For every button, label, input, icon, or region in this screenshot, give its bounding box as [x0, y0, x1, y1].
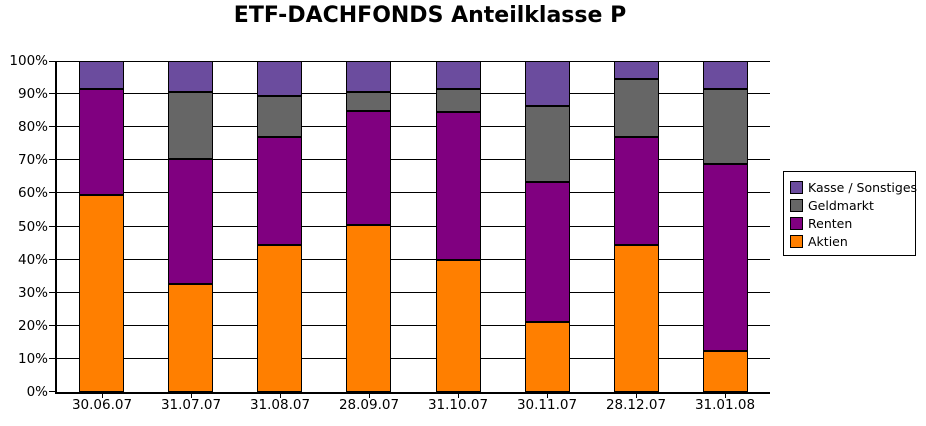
gridline — [57, 292, 770, 293]
legend-swatch-icon — [790, 216, 803, 230]
gridline — [57, 259, 770, 260]
bar-segment-aktien — [168, 284, 213, 392]
legend-item: Renten — [790, 214, 910, 232]
x-axis-tick — [280, 394, 281, 398]
x-tick-label: 30.06.07 — [71, 397, 133, 413]
legend-label: Renten — [808, 215, 853, 231]
gridline — [57, 226, 770, 227]
bar-segment-renten — [257, 137, 302, 245]
bar-segment-kasse-sonstiges — [525, 61, 570, 106]
bar-segment-renten — [703, 164, 748, 351]
x-tick-label: 28.09.07 — [338, 397, 400, 413]
bar-segment-geldmarkt — [436, 89, 481, 112]
y-tick-label: 10% — [17, 351, 48, 367]
bar-segment-kasse-sonstiges — [346, 61, 391, 92]
bar-segment-geldmarkt — [346, 92, 391, 111]
x-tick-label: 31.08.07 — [249, 397, 311, 413]
y-axis-tick — [49, 226, 55, 227]
gridline — [57, 126, 770, 127]
x-tick-label: 31.07.07 — [160, 397, 222, 413]
legend-item: Kasse / Sonstiges — [790, 178, 917, 196]
x-axis-tick — [191, 394, 192, 398]
y-axis-tick — [49, 391, 55, 392]
y-tick-label: 0% — [26, 384, 48, 400]
x-tick-label: 30.11.07 — [516, 397, 578, 413]
y-axis-line — [55, 61, 57, 394]
legend-swatch-icon — [790, 234, 803, 248]
plot-area — [57, 61, 770, 392]
bar-segment-renten — [168, 159, 213, 284]
y-tick-label: 30% — [17, 285, 48, 301]
x-axis-tick — [458, 394, 459, 398]
bar-segment-renten — [436, 112, 481, 260]
x-axis-tick — [547, 394, 548, 398]
legend-swatch-icon — [790, 180, 803, 194]
bar-segment-aktien — [346, 225, 391, 392]
legend-label: Geldmarkt — [808, 197, 874, 213]
x-tick-label: 31.10.07 — [427, 397, 489, 413]
gridline — [57, 159, 770, 160]
bar-segment-geldmarkt — [525, 106, 570, 182]
bar-segment-aktien — [79, 195, 124, 392]
y-axis-tick — [49, 292, 55, 293]
y-tick-label: 60% — [17, 185, 48, 201]
y-axis-tick — [49, 325, 55, 326]
y-axis-tick — [49, 192, 55, 193]
bar-segment-geldmarkt — [614, 79, 659, 137]
y-axis-tick — [49, 259, 55, 260]
x-axis-line — [55, 392, 770, 394]
y-axis-tick — [49, 159, 55, 160]
legend-item: Geldmarkt — [790, 196, 910, 214]
bar-segment-aktien — [436, 260, 481, 392]
x-tick-label: 31.01.08 — [694, 397, 756, 413]
gridline — [57, 93, 770, 94]
y-tick-label: 100% — [9, 53, 48, 69]
bar-segment-kasse-sonstiges — [257, 61, 302, 96]
bar-segment-renten — [525, 182, 570, 322]
bar-segment-geldmarkt — [703, 89, 748, 164]
y-tick-label: 50% — [17, 219, 48, 235]
y-axis-tick — [49, 61, 55, 62]
y-tick-label: 80% — [17, 119, 48, 135]
bar-segment-aktien — [614, 245, 659, 392]
legend: Kasse / Sonstiges Geldmarkt Renten Aktien — [783, 171, 917, 256]
gridline — [57, 325, 770, 326]
gridline — [57, 61, 770, 62]
x-axis-tick — [102, 394, 103, 398]
bar-segment-kasse-sonstiges — [79, 61, 124, 89]
legend-label: Kasse / Sonstiges — [808, 179, 918, 195]
x-axis-tick — [636, 394, 637, 398]
bar-segment-renten — [614, 137, 659, 245]
legend-swatch-icon — [790, 198, 803, 212]
bar-segment-renten — [79, 89, 124, 195]
chart-title: ETF-DACHFONDS Anteilklasse P — [233, 3, 627, 28]
y-tick-label: 90% — [17, 86, 48, 102]
bar-segment-aktien — [703, 351, 748, 392]
bar-segment-kasse-sonstiges — [703, 61, 748, 89]
y-tick-label: 20% — [17, 318, 48, 334]
x-axis-tick — [369, 394, 370, 398]
bar-segment-kasse-sonstiges — [436, 61, 481, 89]
bar-segment-aktien — [257, 245, 302, 392]
legend-label: Aktien — [808, 233, 848, 249]
bar-segment-aktien — [525, 322, 570, 392]
legend-item: Aktien — [790, 232, 910, 250]
y-axis-tick — [49, 358, 55, 359]
bar-segment-geldmarkt — [257, 96, 302, 137]
gridline — [57, 192, 770, 193]
gridline — [57, 358, 770, 359]
bar-segment-kasse-sonstiges — [168, 61, 213, 92]
x-tick-label: 28.12.07 — [605, 397, 667, 413]
bar-segment-geldmarkt — [168, 92, 213, 159]
y-tick-label: 40% — [17, 252, 48, 268]
x-axis-tick — [725, 394, 726, 398]
bar-segment-kasse-sonstiges — [614, 61, 659, 79]
y-axis-tick — [49, 126, 55, 127]
y-axis-tick — [49, 93, 55, 94]
y-tick-label: 70% — [17, 152, 48, 168]
bar-segment-renten — [346, 111, 391, 225]
